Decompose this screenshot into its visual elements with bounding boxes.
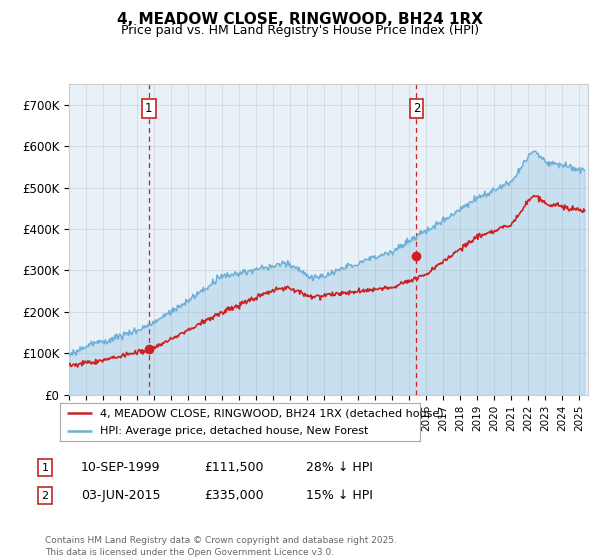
- Text: £335,000: £335,000: [204, 489, 263, 502]
- Text: 1: 1: [145, 102, 152, 115]
- Text: HPI: Average price, detached house, New Forest: HPI: Average price, detached house, New …: [100, 426, 368, 436]
- Text: 1: 1: [41, 463, 49, 473]
- Text: 28% ↓ HPI: 28% ↓ HPI: [306, 461, 373, 474]
- Text: 2: 2: [41, 491, 49, 501]
- Text: 03-JUN-2015: 03-JUN-2015: [81, 489, 161, 502]
- Text: 15% ↓ HPI: 15% ↓ HPI: [306, 489, 373, 502]
- Text: 4, MEADOW CLOSE, RINGWOOD, BH24 1RX: 4, MEADOW CLOSE, RINGWOOD, BH24 1RX: [117, 12, 483, 27]
- Text: 4, MEADOW CLOSE, RINGWOOD, BH24 1RX (detached house): 4, MEADOW CLOSE, RINGWOOD, BH24 1RX (det…: [100, 408, 443, 418]
- Text: 10-SEP-1999: 10-SEP-1999: [81, 461, 161, 474]
- Text: Price paid vs. HM Land Registry's House Price Index (HPI): Price paid vs. HM Land Registry's House …: [121, 24, 479, 36]
- Text: 2: 2: [413, 102, 420, 115]
- Text: £111,500: £111,500: [204, 461, 263, 474]
- Text: Contains HM Land Registry data © Crown copyright and database right 2025.
This d: Contains HM Land Registry data © Crown c…: [45, 536, 397, 557]
